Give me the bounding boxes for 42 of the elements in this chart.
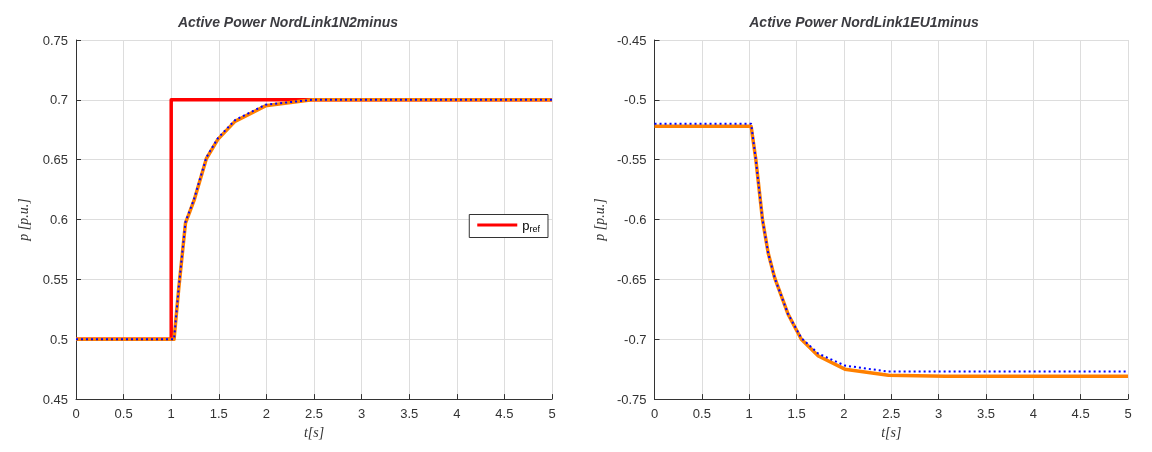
y-axis-title: p [p.u.] — [15, 198, 31, 242]
x-tick-label: 3 — [357, 406, 366, 422]
x-tick-label: 0.5 — [114, 406, 133, 422]
x-axis-title: t[s] — [303, 424, 325, 440]
y-tick-label: -0.7 — [624, 331, 647, 347]
y-tick-label: 0.6 — [49, 212, 68, 228]
y-tick-label: 0.75 — [42, 32, 68, 48]
y-tick-label: 0.45 — [42, 391, 68, 407]
x-tick-label: 1 — [167, 406, 175, 422]
y-tick-label: -0.6 — [624, 212, 647, 228]
x-tick-label: 1 — [745, 406, 753, 422]
y-tick-label: 0.5 — [49, 331, 68, 347]
y-tick-label: 0.65 — [42, 152, 68, 168]
x-tick-label: 2 — [840, 406, 848, 422]
x-tick-label: 4.5 — [1071, 406, 1090, 422]
x-tick-label: 0 — [72, 406, 80, 422]
x-tick-label: 3.5 — [976, 406, 995, 422]
x-tick-label: 4 — [453, 406, 461, 422]
y-tick-label: 0.7 — [49, 92, 68, 108]
x-tick-label: 1.5 — [787, 406, 806, 422]
y-tick-label: -0.65 — [616, 271, 647, 287]
x-tick-label: 5 — [548, 406, 556, 422]
x-tick-label: 2.5 — [882, 406, 901, 422]
x-tick-label: 0.5 — [692, 406, 711, 422]
x-tick-label: 2 — [262, 406, 271, 422]
x-tick-label: 4.5 — [495, 406, 514, 422]
x-tick-label: 3.5 — [400, 406, 419, 422]
y-tick-label: -0.5 — [624, 92, 647, 108]
y-tick-label: 0.55 — [42, 271, 68, 287]
y-tick-label: -0.75 — [616, 391, 647, 407]
y-tick-label: -0.45 — [616, 32, 647, 48]
x-tick-label: 1.5 — [209, 406, 228, 422]
x-tick-label: 4 — [1029, 406, 1037, 422]
x-axis-title: t[s] — [881, 424, 902, 440]
x-tick-label: 0 — [650, 406, 659, 422]
x-tick-label: 3 — [935, 406, 943, 422]
x-tick-label: 2.5 — [304, 406, 324, 422]
chart-title: Active Power NordLink1N2minus — [176, 14, 399, 30]
y-tick-label: -0.55 — [616, 152, 647, 168]
x-tick-label: 5 — [1124, 406, 1132, 422]
y-axis-title: p [p.u.] — [591, 198, 607, 242]
chart-title: Active Power NordLink1EU1minus — [748, 14, 979, 30]
